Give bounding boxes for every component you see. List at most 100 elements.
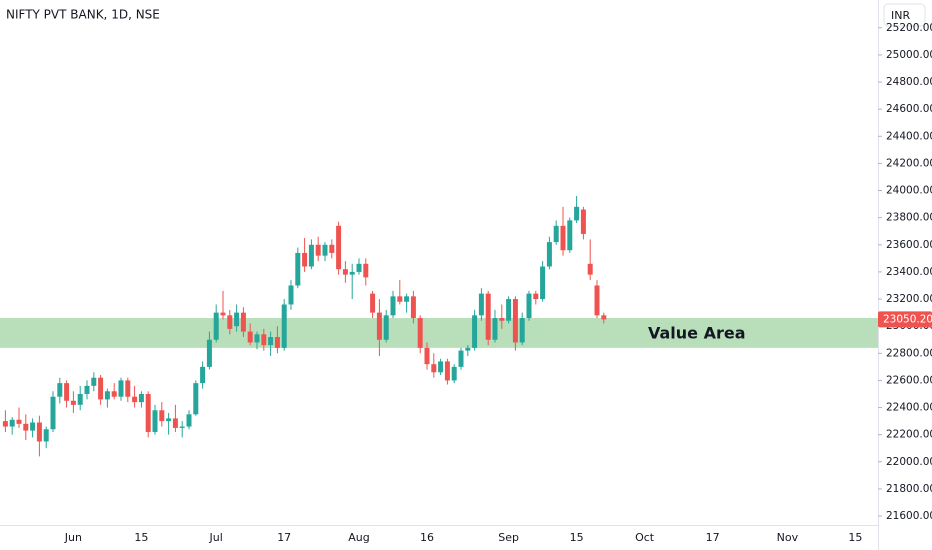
x-tick-label: Oct [635,531,655,544]
candle-body [118,380,124,397]
candle-body [533,293,539,300]
candle-body [261,334,267,346]
candle-body [451,366,457,381]
candle-body [295,252,301,286]
candle-body [213,312,219,340]
x-tick-label: Sep [498,531,519,544]
candle-body [206,339,212,367]
x-tick-label: 15 [134,531,148,544]
candle-body [342,269,348,275]
y-tick-label: 22200.00 [886,429,932,441]
last-price-box [878,311,932,328]
candle-body [104,391,110,400]
candle-body [546,242,552,267]
y-tick-label: 24200.00 [886,157,932,169]
x-tick-label: Aug [348,531,369,544]
candle-body [478,293,484,316]
candle-body [288,285,294,305]
candle-body [458,350,464,367]
x-tick-label: 16 [420,531,434,544]
plot-area: Value Area [0,195,878,457]
candle-body [526,293,532,319]
y-tick-label: 22400.00 [886,402,932,414]
candle-body [512,299,518,343]
candle-body [410,296,416,319]
candle-body [36,422,42,442]
candle-body [57,383,63,397]
y-tick-label: 21600.00 [886,510,932,522]
candle-body [560,225,566,251]
candle-body [166,418,172,422]
candle-body [84,385,90,394]
candle-body [424,347,430,365]
candle-body [580,209,586,234]
candle-body [594,285,600,316]
candle-body [302,252,308,267]
y-tick-label: 25200.00 [886,22,932,34]
value-area-zone [0,318,878,348]
candle-body [16,419,22,424]
last-price-label: 23050.20 [883,313,932,325]
y-tick-label: 24800.00 [886,76,932,88]
chart-title: NIFTY PVT BANK, 1D, NSE [6,8,160,22]
candle-body [2,421,8,427]
candle-body [506,299,512,321]
candle-body [23,423,29,431]
currency-button[interactable] [883,3,926,27]
candle-body [574,206,580,221]
candle-body [274,337,280,348]
candle-body [363,263,369,278]
candle-body [431,364,437,373]
candle-body [138,393,144,403]
candle-body [64,383,70,401]
candle-body [9,419,15,427]
candle-body [485,293,491,340]
candle-body [587,263,593,275]
candle-body [220,312,226,316]
candle-body [50,396,56,430]
x-tick-label: 15 [570,531,584,544]
candle-body [145,393,151,432]
candle-body [492,318,498,340]
candle-body [172,418,178,428]
candle-body [247,331,253,343]
candle-body [465,347,471,351]
candle-body [601,315,607,320]
y-tick-label: 23200.00 [886,293,932,305]
candle-body [152,410,158,432]
y-tick-label: 23600.00 [886,239,932,251]
candle-body [179,426,185,428]
candle-body [444,361,450,381]
candle-body [404,296,410,302]
y-tick-label: 22600.00 [886,374,932,386]
candle-body [349,271,355,275]
candle-body [417,318,423,348]
candle-body [30,422,36,431]
y-tick-label: 22000.00 [886,456,932,468]
candle-body [111,391,117,397]
candle-body [383,315,389,340]
y-tick-label: 25000.00 [886,49,932,61]
candle-body [186,414,192,427]
candle-body [234,312,240,327]
x-tick-label: 17 [277,531,291,544]
candle-body [356,263,362,272]
candle-body [125,380,131,397]
x-tick-label: 17 [706,531,720,544]
candle-body [397,296,403,302]
candle-body [376,312,382,340]
candle-body [499,318,505,321]
candle-body [472,315,478,348]
currency-label: INR [891,9,910,22]
candle-body [91,377,97,386]
zone-label: Value Area [648,323,746,342]
y-tick-label: 24600.00 [886,103,932,115]
candle-body [336,225,342,270]
candle-body [315,244,321,256]
candle-body [438,361,444,373]
candle-body [268,337,274,346]
candle-body [254,334,260,343]
y-tick-label: 22800.00 [886,347,932,359]
candle-body [540,266,546,300]
